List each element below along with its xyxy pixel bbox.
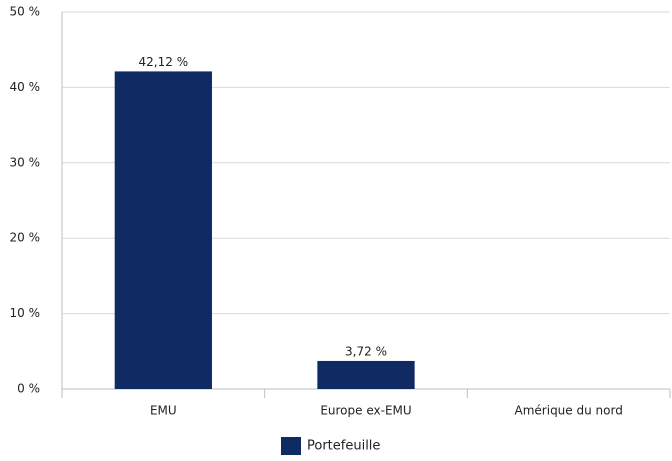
legend-label: Portefeuille [307,439,380,454]
y-tick-label: 20 % [10,231,41,245]
x-tick-label: Europe ex-EMU [320,404,411,418]
bar [317,360,415,389]
data-label: 42,12 % [139,55,189,69]
y-tick-label: 30 % [10,155,41,169]
y-tick-label: 0 % [17,382,40,396]
y-tick-label: 50 % [10,5,41,19]
y-tick-label: 40 % [10,80,41,94]
data-label: 3,72 % [345,344,387,358]
legend-swatch [281,437,301,455]
x-tick-label: EMU [150,404,177,418]
x-tick-label: Amérique du nord [515,404,623,418]
y-tick-label: 10 % [10,306,41,320]
bar [114,71,212,390]
